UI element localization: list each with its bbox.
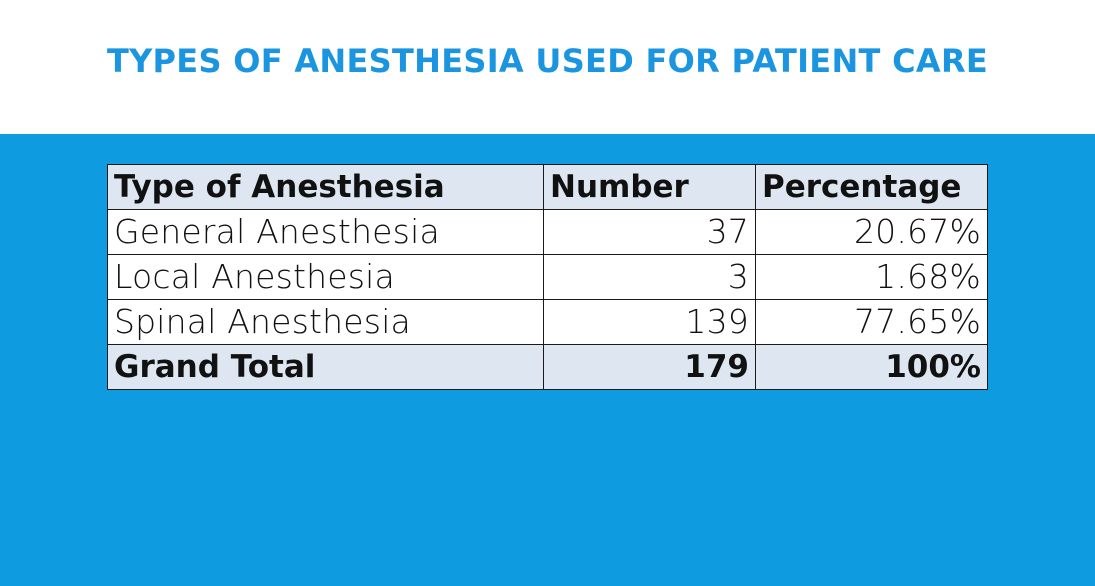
header-percentage: Percentage <box>755 164 988 210</box>
cell-number: 37 <box>543 209 756 255</box>
total-row: Grand Total 179 100% <box>107 344 988 390</box>
cell-percentage: 1.68% <box>755 254 988 300</box>
table-row: Spinal Anesthesia 139 77.65% <box>107 299 988 345</box>
cell-type: Spinal Anesthesia <box>107 299 544 345</box>
cell-type: General Anesthesia <box>107 209 544 255</box>
cell-number: 139 <box>543 299 756 345</box>
table-row: General Anesthesia 37 20.67% <box>107 209 988 255</box>
table-row: Local Anesthesia 3 1.68% <box>107 254 988 300</box>
slide-title: TYPES OF ANESTHESIA USED FOR PATIENT CAR… <box>106 42 989 80</box>
cell-percentage: 20.67% <box>755 209 988 255</box>
cell-type: Local Anesthesia <box>107 254 544 300</box>
anesthesia-table: Type of Anesthesia Number Percentage Gen… <box>107 164 988 390</box>
total-percentage: 100% <box>755 344 988 390</box>
total-number: 179 <box>543 344 756 390</box>
table-header-row: Type of Anesthesia Number Percentage <box>107 164 988 210</box>
title-area: TYPES OF ANESTHESIA USED FOR PATIENT CAR… <box>0 0 1095 134</box>
header-number: Number <box>543 164 756 210</box>
cell-number: 3 <box>543 254 756 300</box>
cell-percentage: 77.65% <box>755 299 988 345</box>
header-type: Type of Anesthesia <box>107 164 544 210</box>
total-label: Grand Total <box>107 344 544 390</box>
